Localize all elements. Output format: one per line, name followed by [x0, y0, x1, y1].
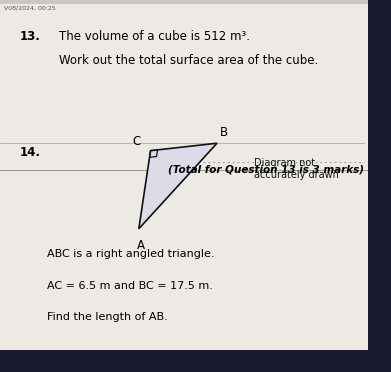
- Text: Diagram not
accurately drawn: Diagram not accurately drawn: [254, 158, 339, 180]
- Text: (Total for Question 13 is 3 marks): (Total for Question 13 is 3 marks): [168, 164, 364, 174]
- Bar: [0, 350, 391, 372]
- Text: 13.: 13.: [20, 30, 40, 43]
- Text: B: B: [220, 126, 228, 139]
- Text: A: A: [137, 239, 145, 252]
- Text: The volume of a cube is 512 m³.: The volume of a cube is 512 m³.: [59, 30, 249, 43]
- FancyBboxPatch shape: [0, 4, 368, 365]
- Text: Work out the total surface area of the cube.: Work out the total surface area of the c…: [59, 54, 318, 67]
- Text: AC = 6.5 m and BC = 17.5 m.: AC = 6.5 m and BC = 17.5 m.: [47, 281, 213, 291]
- Polygon shape: [139, 143, 217, 229]
- Bar: [368, 0, 391, 372]
- Text: C: C: [133, 135, 141, 148]
- Text: 14.: 14.: [20, 146, 41, 159]
- Text: ABC is a right angled triangle.: ABC is a right angled triangle.: [47, 249, 214, 259]
- Text: Find the length of AB.: Find the length of AB.: [47, 312, 168, 323]
- Text: V08/2024, 00:25: V08/2024, 00:25: [4, 6, 56, 10]
